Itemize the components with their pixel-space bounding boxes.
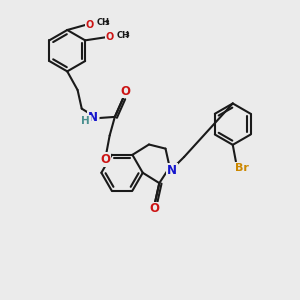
Text: O: O [106, 32, 114, 42]
Text: CH: CH [116, 31, 129, 40]
Text: N: N [88, 111, 98, 124]
Text: 3: 3 [104, 20, 110, 26]
Text: O: O [86, 20, 94, 30]
Text: Br: Br [235, 163, 249, 172]
Text: O: O [120, 85, 130, 98]
Text: O: O [149, 202, 159, 215]
Text: N: N [167, 164, 177, 177]
Text: CH: CH [96, 18, 109, 27]
Text: 3: 3 [124, 32, 129, 38]
Text: H: H [82, 116, 90, 126]
Text: O: O [100, 153, 110, 166]
